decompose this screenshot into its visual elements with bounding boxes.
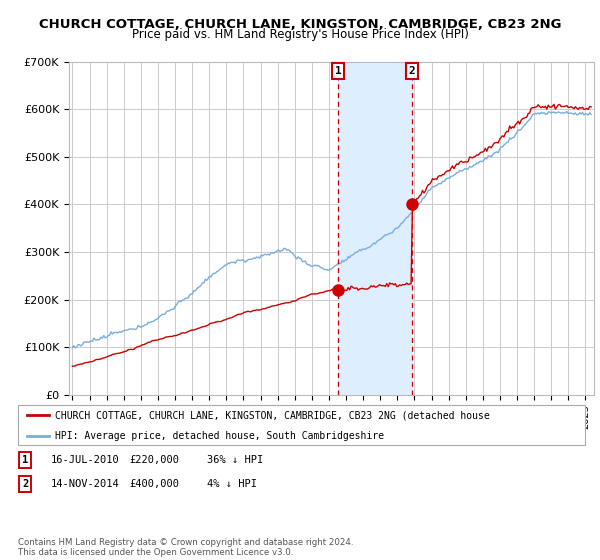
Text: Price paid vs. HM Land Registry's House Price Index (HPI): Price paid vs. HM Land Registry's House … — [131, 28, 469, 41]
Text: HPI: Average price, detached house, South Cambridgeshire: HPI: Average price, detached house, Sout… — [55, 431, 384, 441]
Text: 1: 1 — [22, 455, 28, 465]
Text: CHURCH COTTAGE, CHURCH LANE, KINGSTON, CAMBRIDGE, CB23 2NG (detached house: CHURCH COTTAGE, CHURCH LANE, KINGSTON, C… — [55, 410, 490, 421]
Text: 2: 2 — [22, 479, 28, 489]
Text: 36% ↓ HPI: 36% ↓ HPI — [207, 455, 263, 465]
Text: 2: 2 — [409, 66, 416, 76]
Text: 14-NOV-2014: 14-NOV-2014 — [51, 479, 120, 489]
Text: 1: 1 — [335, 66, 341, 76]
Text: 4% ↓ HPI: 4% ↓ HPI — [207, 479, 257, 489]
Bar — [338, 62, 412, 395]
Text: CHURCH COTTAGE, CHURCH LANE, KINGSTON, CAMBRIDGE, CB23 2NG: CHURCH COTTAGE, CHURCH LANE, KINGSTON, C… — [39, 18, 561, 31]
Text: £400,000: £400,000 — [129, 479, 179, 489]
Text: 16-JUL-2010: 16-JUL-2010 — [51, 455, 120, 465]
Text: £220,000: £220,000 — [129, 455, 179, 465]
Text: Contains HM Land Registry data © Crown copyright and database right 2024.
This d: Contains HM Land Registry data © Crown c… — [18, 538, 353, 557]
